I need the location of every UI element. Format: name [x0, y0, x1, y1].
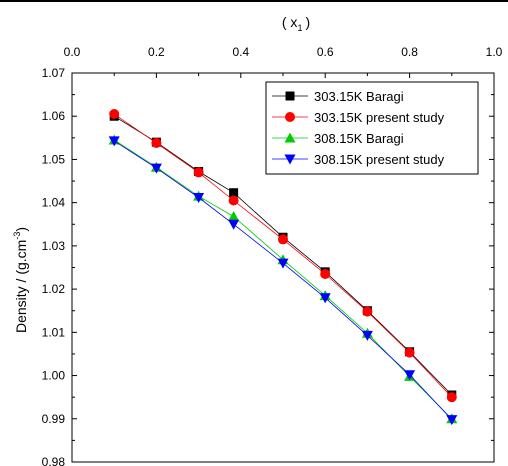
series-2: [108, 134, 458, 424]
y-tick-label: 1.02: [42, 282, 66, 296]
x-tick-label: 0.0: [64, 45, 81, 59]
data-point: [151, 138, 162, 149]
data-point: [277, 258, 289, 269]
data-point: [446, 415, 458, 426]
data-point: [193, 167, 204, 178]
x-axis-title: ( x1): [282, 14, 310, 33]
data-point: [228, 219, 240, 230]
y-tick-label: 1.04: [42, 196, 66, 210]
x-tick-label: 0.4: [232, 45, 249, 59]
y-axis-title-close: ): [13, 227, 29, 232]
y-axis-title: Density / (g.cm-3): [12, 227, 29, 333]
x-tick-label: 1.0: [486, 45, 503, 59]
data-point: [193, 192, 205, 203]
data-point: [361, 330, 373, 341]
legend-label: 308.15K Baragi: [314, 131, 404, 146]
y-tick-label: 1.00: [42, 369, 66, 383]
data-point: [319, 293, 331, 304]
data-point: [446, 392, 457, 403]
legend-marker: [285, 112, 295, 122]
legend-marker: [285, 91, 295, 101]
series-line: [113, 139, 453, 420]
y-tick-label: 1.03: [42, 239, 66, 253]
data-point: [228, 195, 239, 206]
y-tick-label: 1.06: [42, 109, 66, 123]
data-point: [150, 163, 162, 174]
data-point: [362, 306, 373, 317]
x-tick-label: 0.6: [317, 45, 334, 59]
y-axis-title-superscript: -3: [12, 232, 22, 240]
y-tick-label: 0.98: [42, 455, 66, 466]
legend-marker: [284, 132, 296, 143]
legend-label: 303.15K Baragi: [314, 89, 404, 104]
y-tick-label: 1.07: [42, 66, 66, 80]
x-axis-title-open: ( x: [282, 14, 298, 30]
legend: 303.15K Baragi 303.15K present study 308.1…: [265, 81, 479, 175]
data-point: [109, 109, 120, 120]
y-tick-label: 1.05: [42, 152, 66, 166]
series-line: [113, 140, 453, 420]
data-point: [404, 370, 416, 381]
x-tick-label: 0.2: [148, 45, 165, 59]
data-point: [404, 347, 415, 358]
x-axis-title-close: ): [305, 14, 310, 30]
legend-marker: [284, 154, 296, 165]
series-3: [108, 136, 458, 426]
x-axis-title-subscript: 1: [297, 23, 302, 33]
data-point: [229, 188, 239, 198]
legend-label: 303.15K present study: [314, 110, 445, 125]
series-1: [109, 109, 457, 403]
data-point: [108, 136, 120, 147]
y-tick-label: 0.99: [42, 412, 66, 426]
data-point: [278, 234, 288, 245]
data-point: [320, 268, 331, 279]
y-axis-title-main: Density / (g.cm: [13, 240, 29, 333]
data-point: [228, 210, 240, 221]
y-tick-label: 1.01: [42, 325, 66, 339]
x-tick-label: 0.8: [401, 45, 418, 59]
legend-label: 308.15K present study: [314, 152, 445, 167]
top-border-line: [0, 0, 508, 2]
